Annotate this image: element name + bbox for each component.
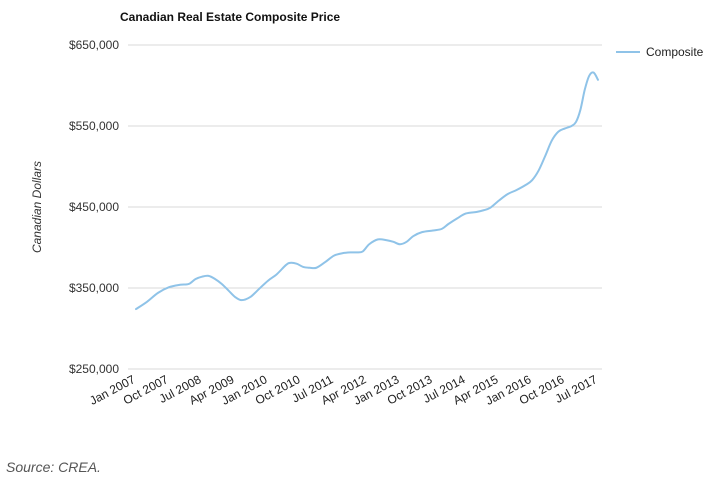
legend-label-composite: Composite [646, 45, 704, 59]
source-note: Source: CREA. [6, 459, 101, 475]
y-tick-label: $650,000 [69, 38, 119, 52]
y-tick-label: $550,000 [69, 119, 119, 133]
gridlines [128, 44, 602, 370]
series-line-composite [135, 71, 599, 311]
chart-title: Canadian Real Estate Composite Price [120, 10, 340, 24]
y-tick-label: $450,000 [69, 200, 119, 214]
y-tick-label: $250,000 [69, 362, 119, 376]
legend: Composite [616, 45, 704, 59]
series-layer [135, 71, 599, 311]
y-tick-label: $350,000 [69, 281, 119, 295]
y-axis-label: Canadian Dollars [30, 161, 44, 253]
y-axis-ticks: $250,000 $350,000 $450,000 $550,000 $650,000 [69, 38, 119, 376]
